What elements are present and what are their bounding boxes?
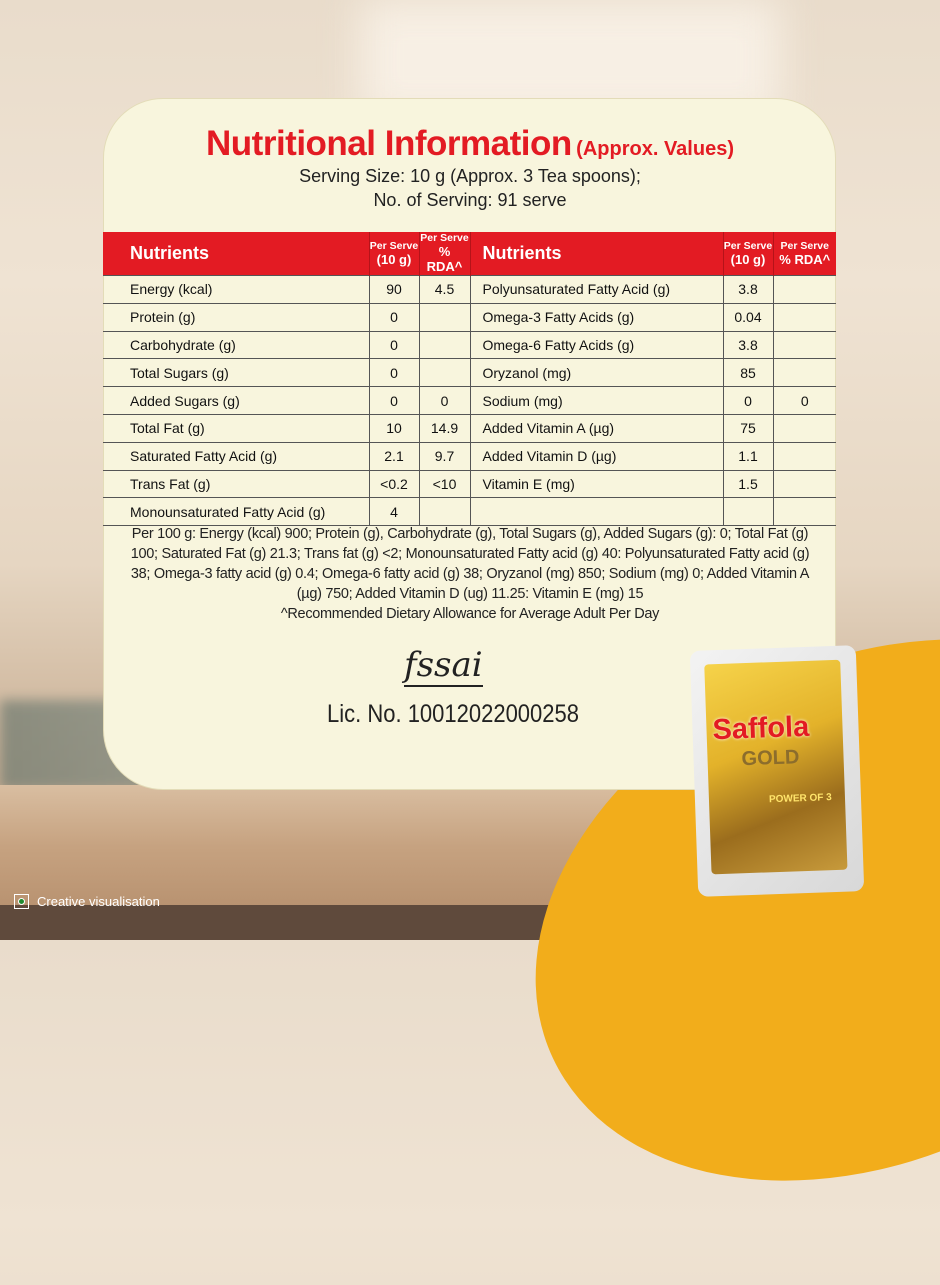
table-cell [722, 497, 774, 527]
table-cell: Energy (kcal) [103, 275, 370, 304]
table-cell [418, 497, 471, 527]
table-cell: <0.2 [368, 469, 420, 499]
table-cell: Oryzanol (mg) [469, 358, 724, 388]
table-cell: Omega-6 Fatty Acids (g) [469, 330, 724, 360]
table-cell [418, 302, 471, 332]
table-cell: 10 [368, 413, 420, 443]
table-cell: Protein (g) [103, 302, 370, 332]
table-row: Total Fat (g) 10 14.9 Added Vitamin A (µg) 7… [103, 413, 836, 443]
table-row: Total Sugars (g) 0 Oryzanol (mg) 85 [103, 358, 836, 388]
table-header: Nutrients Per Serve (10 g) Per Serve% RDA… [103, 232, 836, 276]
table-cell: 4 [368, 497, 420, 527]
table-cell [772, 358, 836, 388]
table-cell: 0 [772, 386, 836, 415]
table-row: Added Sugars (g) 0 0 Sodium (mg) 0 0 [103, 386, 836, 415]
title-main: Nutritional Information [206, 124, 572, 163]
table-cell: Sodium (mg) [469, 386, 724, 415]
table-cell [772, 330, 836, 360]
product-tagline: POWER OF 3 [768, 792, 832, 806]
table-cell: 2.1 [368, 441, 420, 471]
table-cell: Added Sugars (g) [103, 386, 370, 415]
table-cell: <10 [418, 469, 471, 499]
header-per-serve: Per Serve (10 g) [369, 232, 420, 276]
table-row: Carbohydrate (g) 0 Omega-6 Fatty Acids (g)… [103, 330, 836, 360]
veg-mark-icon [14, 894, 29, 909]
product-variant: GOLD [741, 746, 800, 771]
table-cell: 0 [418, 386, 471, 415]
table-row: Saturated Fatty Acid (g) 2.1 9.7 Added Vita… [103, 441, 836, 471]
table-cell: 0 [368, 358, 420, 388]
table-cell: Added Vitamin A (µg) [469, 413, 724, 443]
page-title: Nutritional Information (Approx. Values) [0, 124, 940, 164]
table-cell: Total Fat (g) [103, 413, 370, 443]
table-cell: Monounsaturated Fatty Acid (g) [103, 497, 370, 527]
table-cell: 0 [368, 386, 420, 415]
table-row: Energy (kcal) 90 4.5 Polyunsaturated Fatty … [103, 275, 836, 304]
table-cell [772, 441, 836, 471]
table-cell: 0 [368, 302, 420, 332]
table-cell [772, 497, 836, 527]
disclaimer: Creative visualisation [14, 894, 160, 909]
table-row: Monounsaturated Fatty Acid (g) 4 [103, 497, 836, 527]
serving-count: No. of Serving: 91 serve [373, 190, 567, 210]
header-nutrients-right: Nutrients [470, 232, 724, 276]
table-cell: 1.5 [722, 469, 774, 499]
table-cell [772, 413, 836, 443]
table-cell: Total Sugars (g) [103, 358, 370, 388]
table-cell [469, 497, 724, 527]
table-cell: Vitamin E (mg) [469, 469, 724, 499]
table-cell: 90 [368, 275, 420, 304]
fssai-logo: fssai [404, 645, 483, 687]
rda-note: ^Recommended Dietary Allowance for Avera… [280, 606, 660, 622]
table-cell: Carbohydrate (g) [103, 330, 370, 360]
table-cell: 14.9 [418, 413, 471, 443]
table-cell: 9.7 [418, 441, 471, 471]
table-cell: 0 [368, 330, 420, 360]
table-cell [772, 275, 836, 304]
nutrition-table: Nutrients Per Serve (10 g) Per Serve% RDA… [103, 232, 836, 527]
table-cell: Polyunsaturated Fatty Acid (g) [469, 275, 724, 304]
table-cell [418, 358, 471, 388]
table-cell [772, 469, 836, 499]
brand-name: Saffola [711, 710, 810, 747]
table-cell: Omega-3 Fatty Acids (g) [469, 302, 724, 332]
header-rda: Per Serve% RDA^ [419, 232, 471, 276]
table-cell: 3.8 [722, 330, 774, 360]
table-cell: 0.04 [722, 302, 774, 332]
footnote: Per 100 g: Energy (kcal) 900; Protein (g… [130, 524, 810, 624]
table-row: Trans Fat (g) <0.2 <10 Vitamin E (mg) 1.5 [103, 469, 836, 499]
table-cell: 1.1 [722, 441, 774, 471]
table-cell: 0 [722, 386, 774, 415]
table-cell: 85 [722, 358, 774, 388]
table-cell [418, 330, 471, 360]
serving-size: Serving Size: 10 g (Approx. 3 Tea spoons… [299, 166, 641, 186]
table-cell: Added Vitamin D (µg) [469, 441, 724, 471]
table-cell: 3.8 [722, 275, 774, 304]
disclaimer-text: Creative visualisation [37, 894, 160, 909]
table-cell: Trans Fat (g) [103, 469, 370, 499]
header-rda-right: Per Serve% RDA^ [773, 232, 836, 276]
table-cell [772, 302, 836, 332]
header-nutrients: Nutrients [103, 232, 370, 276]
product-pack: Saffola GOLD POWER OF 3 [689, 645, 865, 897]
table-cell: 4.5 [418, 275, 471, 304]
per-100g-values: Per 100 g: Energy (kcal) 900; Protein (g… [130, 526, 810, 602]
table-row: Protein (g) 0 Omega-3 Fatty Acids (g) 0.04 [103, 302, 836, 332]
header-per-serve-right: Per Serve (10 g) [723, 232, 774, 276]
license-number: Lic. No. 10012022000258 [326, 700, 579, 728]
title-sub: (Approx. Values) [576, 138, 734, 160]
table-cell: 75 [722, 413, 774, 443]
table-cell: Saturated Fatty Acid (g) [103, 441, 370, 471]
